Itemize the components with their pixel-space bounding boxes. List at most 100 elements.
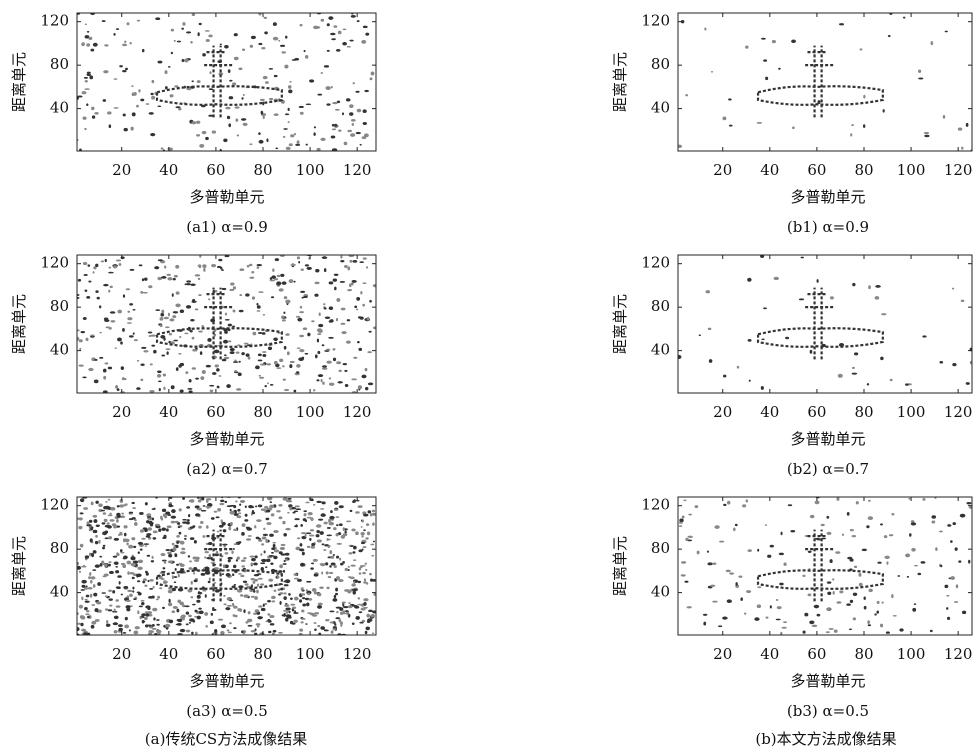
speckle [163,580,167,584]
speckle [268,631,272,633]
speckle [258,291,263,293]
speckle [139,264,143,266]
speckle [826,631,830,633]
speckle [93,550,97,554]
speckle [125,68,128,70]
speckle [222,544,227,546]
speckle [292,606,296,609]
speckle [334,287,336,291]
speckle [264,550,266,553]
speckle [223,529,227,532]
speckle [322,344,325,346]
speckle [326,103,330,105]
x-axis-label: 多普勒单元 [790,430,865,448]
speckle [281,553,286,555]
speckle [251,36,256,39]
speckle [328,576,331,578]
speckle [269,505,274,509]
speckle [162,509,166,512]
speckle [956,584,959,588]
speckle [113,622,118,625]
speckle [178,619,183,623]
speckle [109,604,112,606]
speckle [737,366,739,369]
speckle [961,300,965,302]
speckle [217,531,219,533]
speckle [85,586,87,588]
speckle [205,551,209,553]
speckle [127,590,132,592]
speckle [224,603,227,605]
speckle [814,605,819,609]
speckle [81,331,85,333]
speckle [362,572,366,574]
speckle [226,384,231,388]
speckle [932,520,936,523]
speckle [273,544,276,548]
speckle [961,147,963,150]
speckle [181,548,185,551]
speckle [218,259,222,262]
speckle [336,576,340,580]
speckle [766,616,769,618]
speckle [271,296,274,298]
speckle [171,385,175,389]
speckle [77,95,82,97]
speckle [117,505,120,507]
speckle [220,631,224,635]
speckle [315,269,319,273]
speckle [132,517,136,519]
speckle [83,262,87,265]
speckle [242,49,245,51]
speckle [260,363,265,365]
speckle [255,609,259,612]
speckle [256,519,262,522]
speckle [102,531,107,535]
speckle [302,357,305,360]
speckle [101,560,104,564]
speckle [152,628,157,630]
speckle [184,605,189,607]
speckle [141,600,145,602]
speckle [254,579,258,582]
speckle [912,608,916,612]
speckle [347,266,350,270]
speckle [137,360,139,362]
speckle [255,555,258,558]
speckle [284,65,288,69]
speckle [317,593,321,597]
speckle [367,620,371,623]
speckle [211,517,215,520]
speckle [175,521,179,523]
speckle [290,604,295,606]
speckle [198,591,200,593]
speckle [352,551,355,553]
speckle [99,609,102,612]
speckle [165,549,170,551]
speckle [198,278,201,280]
speckle [322,256,327,259]
speckle [307,333,310,337]
speckle [228,340,232,342]
speckle [205,625,207,628]
y-tick-label: 40 [50,99,69,117]
speckle [194,616,197,618]
speckle [180,629,186,632]
speckle [90,526,93,530]
speckle [290,621,293,624]
target-outline [758,328,883,347]
speckle [322,543,325,545]
speckle [85,80,88,83]
speckle [113,107,118,109]
speckle [352,123,354,126]
speckle [335,109,340,111]
speckle [288,121,290,123]
speckle [278,40,280,42]
speckle [259,617,263,619]
speckle [197,32,199,36]
speckle [115,570,119,573]
speckle [195,378,199,380]
speckle [888,35,891,37]
speckle [321,19,325,22]
speckle [149,588,153,590]
